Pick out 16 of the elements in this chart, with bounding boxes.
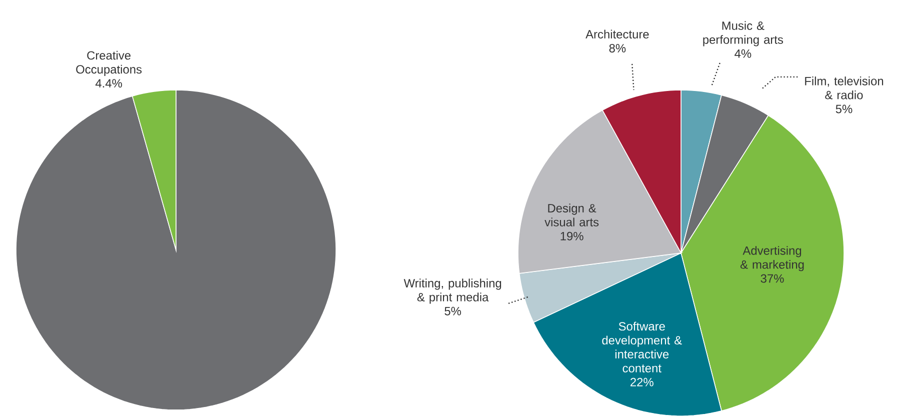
slice-label: Advertising & marketing — [740, 246, 804, 271]
slice-label: Writing, publishing & print media — [404, 278, 502, 304]
data-label: 37% — [760, 274, 784, 283]
slice-label: Film, television & radio — [805, 76, 884, 100]
data-label: 4.4% — [95, 78, 122, 88]
slice-label: Design & visual arts — [544, 204, 599, 226]
slice-label: Software development & interactive content — [602, 322, 682, 372]
data-label: 8% — [609, 44, 626, 52]
data-label: 19% — [560, 232, 584, 240]
data-label: 22% — [630, 378, 654, 386]
slice-label: Music & performing arts — [703, 20, 784, 46]
slice-label: Creative Occupations — [76, 50, 142, 76]
data-label: 4% — [734, 49, 752, 58]
data-label: 5% — [444, 306, 462, 316]
slice-label: Architecture — [586, 30, 649, 38]
data-label: 5% — [836, 104, 852, 114]
